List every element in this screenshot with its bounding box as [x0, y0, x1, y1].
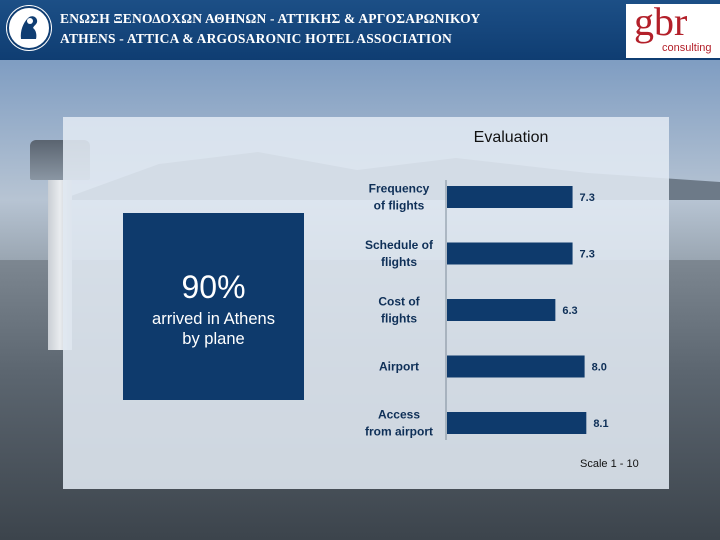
category-label-line: flights: [381, 312, 417, 326]
bar-1: [447, 242, 573, 265]
chart-title: Evaluation: [473, 129, 549, 146]
bar-value-label-0: 7.3: [580, 192, 595, 204]
arrival-callout: 90% arrived in Athens by plane: [123, 213, 304, 400]
category-label-0: Frequency of flights: [369, 182, 430, 213]
bar-4: [447, 412, 587, 434]
category-label-2: Cost of flights: [378, 295, 420, 326]
category-label-line: from airport: [365, 425, 433, 439]
association-logo: [6, 5, 52, 51]
gbr-logo-word: gbr: [634, 0, 688, 44]
category-label-line: Airport: [379, 360, 419, 374]
category-label-3: Airport: [379, 360, 419, 374]
bar-value-label-1: 7.3: [580, 249, 595, 261]
bar-2: [447, 299, 556, 321]
category-label-line: Schedule of: [365, 238, 434, 252]
bar-value-label-4: 8.1: [593, 418, 608, 430]
callout-text: arrived in Athens by plane: [123, 309, 304, 349]
category-label-line: of flights: [374, 199, 425, 213]
scale-note: Scale 1 - 10: [580, 458, 639, 470]
association-name-english: ATHENS - ATTICA & ARGOSARONIC HOTEL ASSO…: [60, 31, 452, 46]
bar-value-label-2: 6.3: [562, 305, 577, 317]
callout-text-line2: by plane: [182, 330, 245, 348]
category-label-line: flights: [381, 255, 417, 269]
category-label-1: Schedule of flights: [365, 238, 434, 269]
gbr-logo-sub: consulting: [662, 42, 712, 54]
category-label-line: Frequency: [369, 182, 430, 196]
association-name-greek: ΕΝΩΣΗ ΞΕΝΟΔΟΧΩΝ ΑΘΗΝΩΝ - ΑΤΤΙΚΗΣ & ΑΡΓΟΣ…: [60, 11, 481, 26]
bar-0: [447, 186, 573, 208]
callout-text-line1: arrived in Athens: [152, 310, 275, 328]
header-bar: ΕΝΩΣΗ ΞΕΝΟΔΟΧΩΝ ΑΘΗΝΩΝ - ΑΤΤΙΚΗΣ & ΑΡΓΟΣ…: [0, 0, 720, 60]
callout-value: 90%: [181, 269, 246, 305]
bar-value-label-3: 8.0: [592, 362, 607, 374]
category-label-line: Cost of: [378, 295, 420, 309]
bar-3: [447, 355, 585, 378]
category-label-4: Access from airport: [365, 408, 433, 439]
gbr-logo: gbr consulting: [626, 0, 720, 58]
category-label-line: Access: [378, 408, 420, 422]
